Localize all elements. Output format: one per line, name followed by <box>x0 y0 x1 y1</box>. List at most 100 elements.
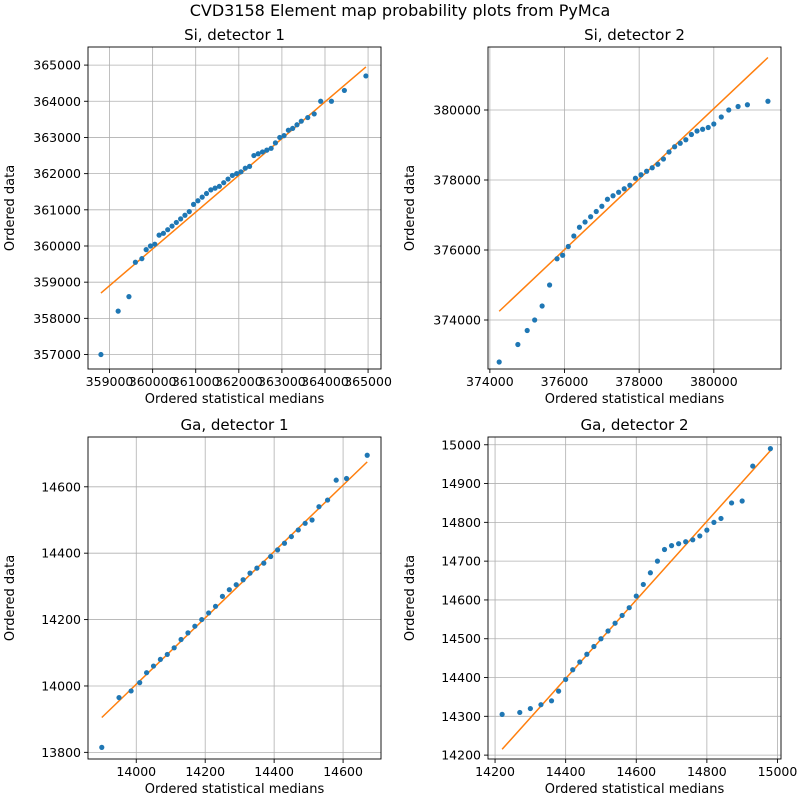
x-tick-label: 374000 <box>466 374 514 389</box>
data-point <box>619 612 625 619</box>
x-tick-label: 363000 <box>258 374 306 389</box>
data-point <box>638 172 644 178</box>
y-tick-label: 14400 <box>441 670 481 685</box>
data-point <box>576 224 583 230</box>
data-point <box>98 351 104 358</box>
y-tick-label: 14300 <box>441 709 481 724</box>
subplot-4: Ga, detector 2 14200 14400 14600 14800 15000 1… <box>403 416 797 797</box>
data-point <box>285 127 291 133</box>
data-point <box>588 214 594 220</box>
x-axis-label: Ordered statistical medians <box>545 392 725 407</box>
y-tick-label: 14600 <box>441 592 481 607</box>
data-point <box>157 656 163 663</box>
data-point <box>364 452 370 458</box>
data-point <box>539 303 545 309</box>
fit-line <box>498 56 769 312</box>
data-point <box>718 114 724 120</box>
x-tick-label: 14600 <box>323 764 363 779</box>
data-point <box>281 133 287 139</box>
data-point <box>677 140 683 146</box>
data-point <box>499 711 505 717</box>
data-point <box>538 702 544 708</box>
data-point <box>571 233 577 239</box>
data-point <box>126 294 132 300</box>
data-point <box>192 623 198 629</box>
data-point <box>697 533 703 539</box>
data-point <box>599 203 605 209</box>
data-point <box>261 560 267 566</box>
figure-suptitle: CVD3158 Element map probability plots fr… <box>189 1 611 20</box>
data-point <box>203 190 210 197</box>
data-point <box>143 247 149 253</box>
data-point <box>169 223 175 229</box>
data-point <box>259 149 266 155</box>
data-point <box>147 243 154 249</box>
data-point <box>294 122 300 128</box>
data-point <box>199 616 205 623</box>
axes-frame <box>87 436 382 760</box>
x-tick-label: 361000 <box>172 374 220 389</box>
data-point <box>116 694 122 701</box>
data-point <box>164 651 170 658</box>
data-point <box>165 227 171 233</box>
subplot-title: Ga, detector 2 <box>581 416 689 434</box>
data-point <box>711 121 717 127</box>
data-point <box>726 107 732 113</box>
data-point <box>644 168 650 174</box>
data-point <box>739 498 745 504</box>
y-tick-label: 14200 <box>441 748 481 763</box>
x-tick-label: 364000 <box>301 374 349 389</box>
x-tick-label: 14600 <box>616 764 656 779</box>
data-point <box>705 124 711 131</box>
x-axis-label: Ordered statistical medians <box>145 392 325 407</box>
x-axis-label: Ordered statistical medians <box>145 782 325 797</box>
data-point <box>598 636 604 642</box>
y-tick-label: 14200 <box>41 612 81 627</box>
data-point <box>496 359 502 365</box>
data-point <box>132 259 138 265</box>
x-tick-label: 14800 <box>687 764 727 779</box>
data-point <box>254 565 260 571</box>
y-tick-label: 362000 <box>33 166 81 181</box>
data-point <box>115 308 121 314</box>
data-point <box>268 145 274 151</box>
data-point <box>660 156 667 162</box>
data-point <box>152 241 158 247</box>
data-point <box>190 201 197 207</box>
y-tick-label: 358000 <box>33 311 81 326</box>
data-point <box>238 169 244 175</box>
data-point <box>290 125 296 132</box>
y-tick-label: 14900 <box>441 476 481 491</box>
axes-frame <box>487 436 782 760</box>
data-point <box>554 256 560 262</box>
data-point <box>268 553 274 560</box>
data-point <box>668 543 675 549</box>
data-point <box>591 643 597 650</box>
data-point <box>139 256 145 262</box>
data-point <box>694 128 700 134</box>
x-tick-label: 14000 <box>116 764 156 779</box>
data-point <box>185 630 191 636</box>
y-tick-label: 14800 <box>441 515 481 530</box>
y-axis-label: Ordered data <box>403 555 418 641</box>
x-tick-label: 365000 <box>344 374 392 389</box>
data-point <box>515 341 521 348</box>
data-point <box>718 515 724 522</box>
data-point <box>584 651 590 657</box>
data-point <box>563 676 569 683</box>
data-point <box>272 140 279 146</box>
data-point <box>604 196 611 202</box>
data-point <box>524 327 530 334</box>
data-point <box>324 497 331 503</box>
data-point <box>274 547 281 553</box>
data-point <box>688 131 695 138</box>
data-point <box>728 500 735 506</box>
data-point <box>610 193 616 199</box>
data-point <box>178 636 184 643</box>
data-point <box>750 463 756 469</box>
data-point <box>632 175 639 181</box>
data-point <box>570 667 576 673</box>
data-point <box>311 111 317 117</box>
data-point <box>672 144 678 150</box>
